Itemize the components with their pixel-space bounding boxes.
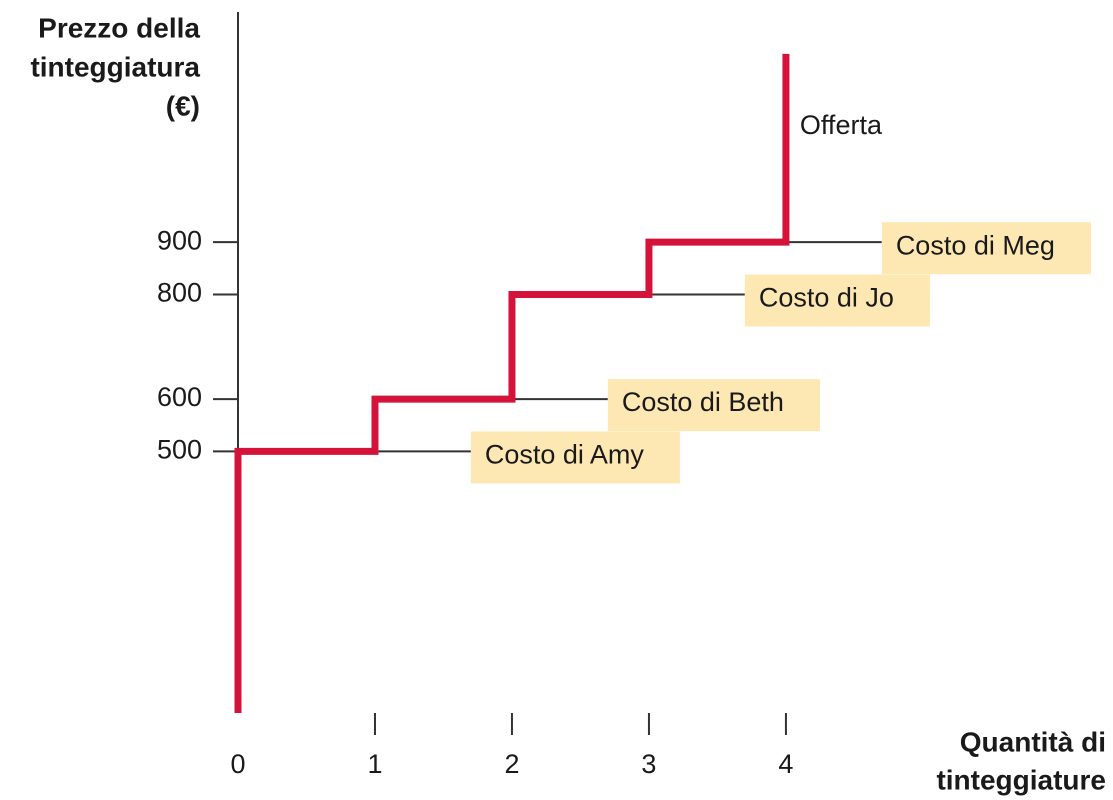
cost-label: Costo di Meg: [881, 222, 1091, 275]
y-tick-label: 800: [157, 278, 202, 308]
y-tick-label: 600: [157, 382, 202, 412]
y-axis-label: tinteggiatura: [30, 51, 200, 82]
x-axis-label: tinteggiature: [936, 764, 1106, 795]
label-box: [470, 431, 680, 484]
supply-line: [234, 53, 790, 713]
label-text: Costo di Jo: [759, 283, 894, 313]
y-tick-label: 900: [157, 225, 202, 255]
y-axis-label: Prezzo della: [38, 12, 200, 43]
cost-label: Costo di Jo: [744, 274, 930, 327]
cost-label: Costo di Beth: [607, 379, 820, 432]
x-axis-label: Quantità di: [960, 726, 1106, 757]
x-tick-label: 1: [367, 749, 382, 779]
label-box: [607, 379, 820, 432]
label-box: [881, 222, 1091, 275]
x-tick-label: 4: [778, 749, 793, 779]
y-axis-label: (€): [166, 90, 200, 121]
series-label: Offerta: [800, 110, 883, 140]
y-tick-label: 500: [157, 435, 202, 465]
label-text: Costo di Meg: [896, 230, 1055, 260]
x-tick-label: 0: [230, 749, 245, 779]
x-tick-label: 3: [641, 749, 656, 779]
x-tick-label: 2: [504, 749, 519, 779]
label-box: [744, 274, 930, 327]
label-text: Costo di Amy: [485, 440, 645, 470]
cost-label: Costo di Amy: [470, 431, 680, 484]
label-text: Costo di Beth: [622, 387, 784, 417]
